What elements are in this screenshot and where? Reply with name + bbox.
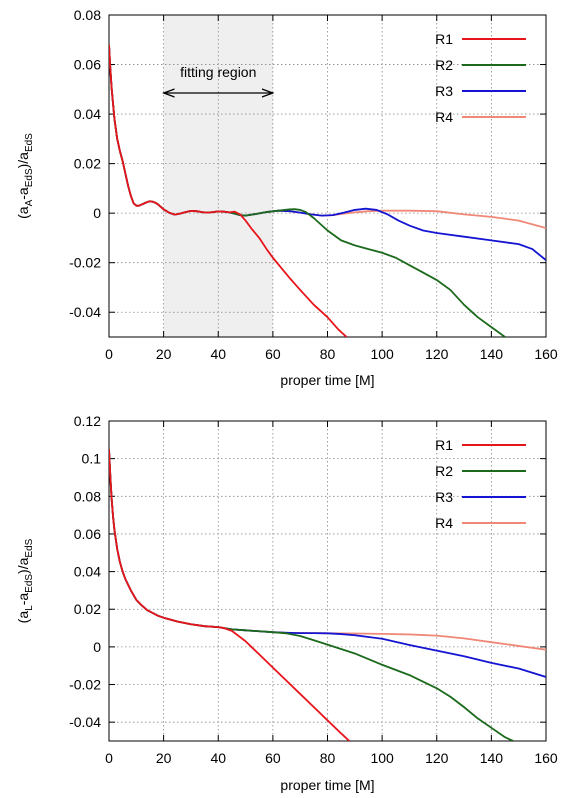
x-tick-label: 80	[320, 346, 336, 362]
x-axis-label: proper time [M]	[280, 372, 374, 388]
chart-panel-2: 0 20 40 60 80 100 120 140 160 -0.04 -0.02 0 0.02 0.04…	[15, 413, 558, 793]
x-tick-label: 140	[480, 346, 504, 362]
x-tick-label: 20	[156, 750, 172, 766]
y-tick-label: 0.06	[74, 526, 101, 542]
y-tick-label: -0.02	[69, 677, 101, 693]
series-line-r1	[109, 449, 350, 741]
x-tick-label: 100	[370, 346, 394, 362]
series-line-r3	[109, 449, 546, 678]
y-tick-label: 0.02	[74, 601, 101, 617]
x-tick-label: 160	[534, 346, 558, 362]
series-group	[109, 44, 546, 337]
series-group	[109, 449, 546, 741]
series-line-r1	[109, 44, 348, 337]
y-tick-label: 0.08	[74, 7, 101, 23]
y-tick-label: -0.04	[69, 304, 101, 320]
legend-label-r1: R1	[435, 437, 453, 453]
y-tick-label: 0.04	[74, 106, 101, 122]
y-tick-label: 0	[93, 205, 101, 221]
y-tick-label: 0	[93, 639, 101, 655]
x-tick-label: 40	[210, 346, 226, 362]
legend-label-r3: R3	[435, 489, 453, 505]
x-tick-label: 120	[425, 346, 449, 362]
x-tick-label: 0	[105, 346, 113, 362]
x-tick-label: 20	[156, 346, 172, 362]
y-axis-label: (aA-aEdS)/aEdS	[15, 133, 35, 219]
x-tick-label: 60	[265, 750, 281, 766]
y-tick-label: -0.04	[69, 714, 101, 730]
legend-label-r1: R1	[435, 31, 453, 47]
y-tick-label: -0.02	[69, 255, 101, 271]
fitting-region-label: fitting region	[180, 64, 256, 80]
x-tick-label: 40	[210, 750, 226, 766]
x-tick-label: 120	[425, 750, 449, 766]
legend-label-r4: R4	[435, 109, 453, 125]
legend-label-r3: R3	[435, 83, 453, 99]
y-axis-label: (aL-aEdS)/aEdS	[15, 538, 35, 623]
legend-label-r4: R4	[435, 515, 453, 531]
x-tick-label: 0	[105, 750, 113, 766]
y-tick-label: 0.06	[74, 57, 101, 73]
y-tick-label: 0.12	[74, 413, 101, 429]
legend-label-r2: R2	[435, 57, 453, 73]
x-tick-label: 160	[534, 750, 558, 766]
x-tick-label: 60	[265, 346, 281, 362]
y-tick-label: 0.04	[74, 564, 101, 580]
y-tick-label: 0.1	[82, 451, 102, 467]
y-tick-label: 0.08	[74, 488, 101, 504]
x-axis-label: proper time [M]	[280, 777, 374, 793]
y-tick-label: 0.02	[74, 156, 101, 172]
x-tick-label: 140	[480, 750, 504, 766]
x-tick-label: 100	[370, 750, 394, 766]
chart-panel-1: 0 20 40 60 80 100 120 140 160 -0.04 -0.02 0 0.02 0.04…	[15, 7, 558, 388]
x-tick-label: 80	[320, 750, 336, 766]
legend-label-r2: R2	[435, 463, 453, 479]
